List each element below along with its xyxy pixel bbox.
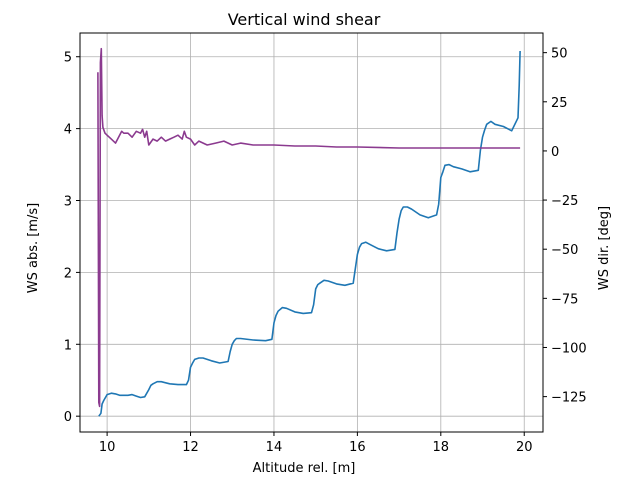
y-axis-left-label: WS abs. [m/s] [26,203,41,293]
x-tick-label: 14 [266,440,283,455]
ws-dir-line [97,47,521,408]
y-right-tick-label: −50 [551,243,578,258]
y-left-tick-label: 5 [64,51,72,66]
y-right-tick-label: 50 [551,47,568,62]
y-right-tick-label: 0 [551,145,559,160]
x-axis-label: Altitude rel. [m] [253,461,356,476]
y-axis-right: 50 25 0 −25 −50 −75 −100 −125 [543,47,587,406]
y-axis-left: 0 1 2 3 4 5 [64,51,80,425]
y-right-tick-label: −125 [551,391,587,406]
x-tick-label: 16 [349,440,366,455]
y-right-tick-label: 25 [551,96,568,111]
series-ws-abs [98,50,521,417]
y-right-tick-label: −25 [551,194,578,209]
x-tick-label: 18 [433,440,450,455]
y-left-tick-label: 2 [64,266,72,281]
ws-abs-line [98,50,521,417]
grid [80,33,543,432]
y-right-tick-label: −75 [551,292,578,307]
y-axis-right-label: WS dir. [deg] [597,206,612,290]
plot-frame [79,32,544,433]
y-left-tick-label: 4 [64,123,72,138]
x-axis: 10 12 14 16 18 20 [99,432,533,455]
y-left-tick-label: 0 [64,410,72,425]
chart-title: Vertical wind shear [228,10,381,29]
y-left-tick-label: 1 [64,338,72,353]
series-ws-dir [97,47,521,408]
y-right-tick-label: −100 [551,341,587,356]
x-tick-label: 20 [516,440,533,455]
y-left-tick-label: 3 [64,195,72,210]
x-tick-label: 12 [182,440,199,455]
x-tick-label: 10 [99,440,116,455]
